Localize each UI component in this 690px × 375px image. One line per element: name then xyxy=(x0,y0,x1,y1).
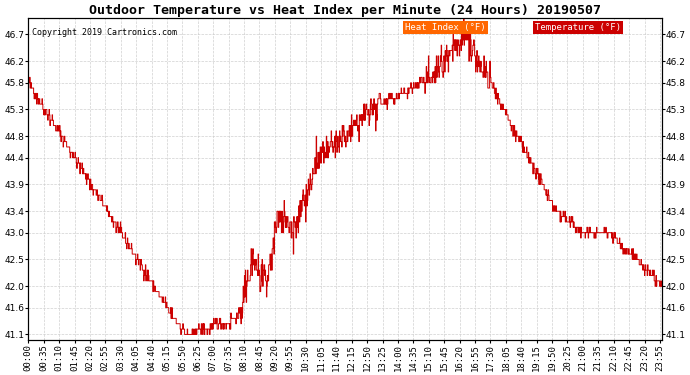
Text: Temperature (°F): Temperature (°F) xyxy=(535,23,621,32)
Title: Outdoor Temperature vs Heat Index per Minute (24 Hours) 20190507: Outdoor Temperature vs Heat Index per Mi… xyxy=(89,4,601,17)
Text: Heat Index (°F): Heat Index (°F) xyxy=(405,23,486,32)
Text: Copyright 2019 Cartronics.com: Copyright 2019 Cartronics.com xyxy=(32,28,177,37)
